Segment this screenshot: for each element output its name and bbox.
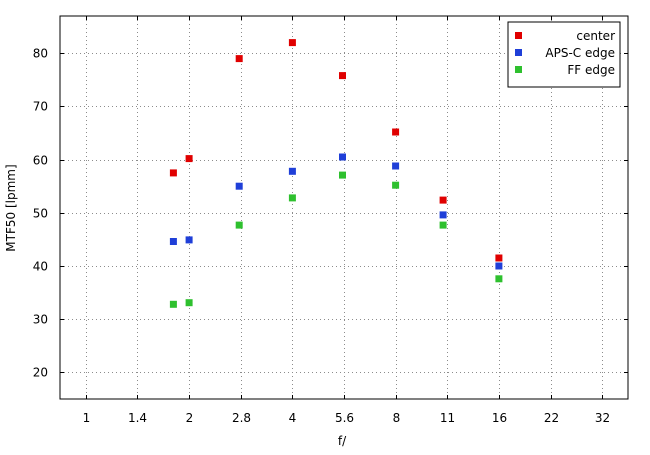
x-tick-label: 32 [595,411,610,425]
center-point [235,55,243,63]
center-point [439,196,447,204]
ff-edge-point [235,221,243,229]
ff-edge-point [439,221,447,229]
center-point [288,39,296,47]
aps-c-edge-point [392,162,400,170]
ff-edge-point [392,181,400,189]
legend-label-center: center [576,29,615,43]
legend-label-ff-edge: FF edge [567,63,615,77]
y-axis-title: MTF50 [lpmm] [4,164,18,251]
x-axis-title: f/ [338,434,347,448]
center-point [495,254,503,262]
x-tick-label: 2 [186,411,194,425]
x-tick-label: 5.6 [335,411,354,425]
aps-c-edge-point [439,211,447,219]
legend: center APS-C edge FF edge [507,21,621,88]
x-tick-label: 4 [289,411,297,425]
x-tick-label: 8 [393,411,401,425]
y-tick-label: 40 [33,260,48,274]
y-tick-label: 70 [33,100,48,114]
x-tick-label: 1 [83,411,91,425]
ff-edge-point [185,299,193,307]
aps-c-edge-point [495,262,503,270]
x-tick-label: 16 [492,411,507,425]
y-tick-labels: 20 30 40 50 60 70 80 [33,47,48,380]
y-tick-label: 30 [33,313,48,327]
aps-c-edge-point [169,238,177,245]
y-tick-label: 60 [33,154,48,168]
x-tick-label: 2.8 [232,411,251,425]
aps-c-edge-point [288,167,296,175]
y-tick-label: 50 [33,207,48,221]
x-tick-labels: 1 1.4 2 2.8 4 5.6 8 11 16 22 32 [83,411,610,425]
legend-marker-aps-c-edge [515,49,522,56]
x-tick-label: 11 [440,411,455,425]
data-points [169,39,503,308]
x-tick-label: 22 [544,411,559,425]
legend-label-aps-c-edge: APS-C edge [545,46,615,60]
center-point [185,155,193,163]
ff-edge-point [288,194,296,202]
axis-ticks [60,16,628,399]
x-tick-label: 1.4 [128,411,147,425]
aps-c-edge-point [185,236,193,244]
legend-marker-ff-edge [515,66,522,73]
aps-c-edge-point [339,153,346,161]
y-tick-label: 20 [33,366,48,380]
aps-c-edge-point [235,182,243,190]
center-point [392,128,400,136]
ff-edge-point [339,171,346,179]
legend-box [507,21,621,88]
center-point [169,169,177,177]
y-tick-label: 80 [33,47,48,61]
legend-marker-center [515,32,522,39]
ff-edge-point [169,300,177,308]
ff-edge-point [495,275,503,283]
center-point [339,72,346,80]
